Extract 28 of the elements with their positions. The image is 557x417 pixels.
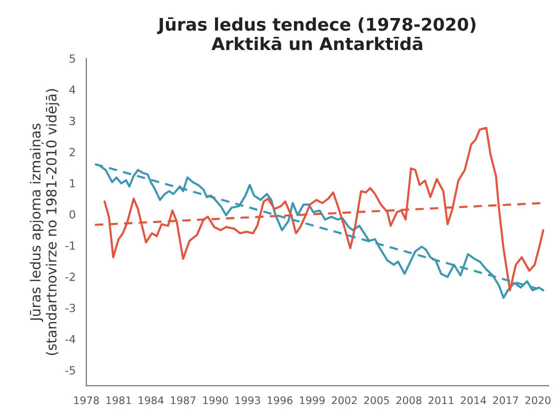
y-tick-label: 5 bbox=[70, 54, 75, 63]
y-tick-label: 0 bbox=[70, 210, 76, 219]
y-tick-label: -2 bbox=[65, 272, 75, 281]
y-tick-label: 2 bbox=[70, 148, 75, 156]
y-tick-label: -5 bbox=[65, 366, 75, 375]
x-tick-label: 1984 bbox=[138, 396, 164, 404]
chart-title: Jūras ledus tendece (1978-2020) Arktikā un Antarktīdā bbox=[157, 17, 476, 50]
x-tick-label: 2005 bbox=[364, 396, 389, 404]
y-tick-label: 4 bbox=[69, 86, 76, 94]
y-axis-title: Jūras ledus apjoma izmaiņas (standartnovirze no 1981-2010 vidējā) bbox=[30, 89, 60, 356]
x-tick-label: 1999 bbox=[300, 396, 325, 404]
x-tick-label: 2011 bbox=[428, 396, 454, 404]
x-tick-label: 1981 bbox=[106, 396, 131, 404]
x-tick-label: 2014 bbox=[460, 396, 486, 404]
x-tick-label: 2008 bbox=[396, 396, 422, 404]
x-tick-label: 2017 bbox=[493, 396, 518, 404]
y-tick-label: 3 bbox=[70, 116, 76, 126]
y-tick-label: -1 bbox=[65, 242, 75, 250]
y-tick-label: 1 bbox=[70, 179, 75, 188]
x-tick-label: 1996 bbox=[268, 396, 292, 404]
x-tick-label: 1978 bbox=[74, 396, 99, 404]
x-tick-label: 1993 bbox=[235, 396, 260, 404]
y-tick-label: -3 bbox=[65, 304, 76, 312]
y-tick-label: -4 bbox=[65, 335, 76, 344]
x-tick-label: 1990 bbox=[203, 396, 228, 404]
x-tick-label: 2002 bbox=[332, 396, 357, 404]
x-tick-label: 1987 bbox=[170, 396, 196, 404]
x-tick-label: 2020 bbox=[525, 396, 550, 404]
